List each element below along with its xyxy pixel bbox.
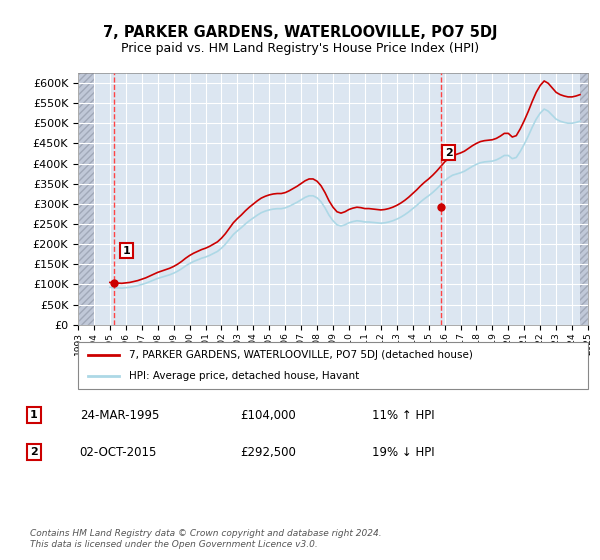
FancyBboxPatch shape [78,342,588,389]
Text: £292,500: £292,500 [240,446,296,459]
Text: 1: 1 [30,410,38,420]
Text: 19% ↓ HPI: 19% ↓ HPI [372,446,435,459]
Text: 24-MAR-1995: 24-MAR-1995 [80,409,159,422]
Text: 02-OCT-2015: 02-OCT-2015 [80,446,157,459]
Bar [78,73,94,325]
Text: 2: 2 [445,148,452,157]
Text: 2: 2 [30,447,38,457]
Text: Contains HM Land Registry data © Crown copyright and database right 2024.
This d: Contains HM Land Registry data © Crown c… [30,529,382,549]
Text: Price paid vs. HM Land Registry's House Price Index (HPI): Price paid vs. HM Land Registry's House … [121,42,479,55]
Text: 7, PARKER GARDENS, WATERLOOVILLE, PO7 5DJ: 7, PARKER GARDENS, WATERLOOVILLE, PO7 5D… [103,25,497,40]
Text: £104,000: £104,000 [240,409,296,422]
Text: 1: 1 [122,246,130,255]
Text: 11% ↑ HPI: 11% ↑ HPI [372,409,435,422]
Bar [580,73,588,325]
Text: 7, PARKER GARDENS, WATERLOOVILLE, PO7 5DJ (detached house): 7, PARKER GARDENS, WATERLOOVILLE, PO7 5D… [129,350,473,360]
Text: HPI: Average price, detached house, Havant: HPI: Average price, detached house, Hava… [129,371,359,381]
